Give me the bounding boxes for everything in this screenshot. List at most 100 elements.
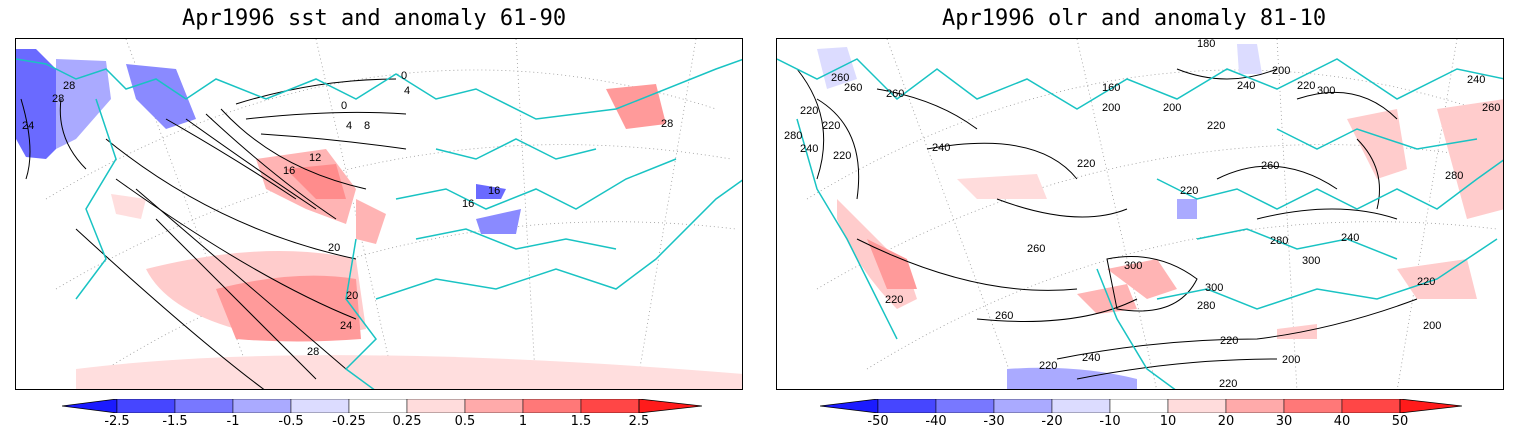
olr-colorbar-label: 20 [1217, 414, 1235, 429]
sst-label: 16 [462, 198, 474, 210]
olr-label: 280 [1197, 300, 1215, 312]
olr-label: 200 [1163, 102, 1181, 114]
sst-label: 24 [340, 320, 352, 332]
sst-label: 24 [22, 120, 34, 132]
olr-label: 220 [1219, 378, 1237, 390]
olr-label: 300 [1302, 255, 1320, 267]
olr-label: 240 [1341, 232, 1359, 244]
olr-colorbar-label: -20 [1041, 414, 1063, 429]
olr-colorbar-arrow-left [819, 398, 879, 414]
olr-contours [796, 68, 1418, 380]
sst-colorbar-label: -0.5 [278, 414, 304, 429]
olr-colorbar-label: 10 [1159, 414, 1177, 429]
olr-label: 280 [1445, 170, 1463, 182]
sst-label: 28 [307, 346, 319, 358]
olr-label: 220 [833, 150, 851, 162]
sst-colorbar-arrow-right [638, 398, 703, 414]
olr-label: 300 [1124, 260, 1142, 272]
sst-label: 28 [52, 93, 64, 105]
sst-colorbar-labels: -2.5 -1.5 -1 -0.5 -0.25 0.25 0.5 1 1.5 2… [62, 414, 702, 430]
olr-map-canvas: 260 220 260 280 220 240 220 160 200 180 … [777, 39, 1503, 390]
olr-label: 220 [1220, 335, 1238, 347]
olr-colorbar-label: 30 [1275, 414, 1293, 429]
olr-colorbar-svg [819, 398, 1463, 414]
sst-colorbar-svg [61, 398, 703, 414]
olr-label: 240 [1237, 80, 1255, 92]
sst-colorbar-label: 1.5 [570, 414, 592, 429]
olr-label: 220 [800, 105, 818, 117]
olr-colorbar-label: -30 [983, 414, 1005, 429]
olr-label: 300 [1317, 85, 1335, 97]
olr-label: 260 [995, 310, 1013, 322]
sst-colorbar-label: -1 [226, 414, 240, 429]
sst-label: 12 [309, 152, 321, 164]
sst-colorbar [61, 398, 703, 414]
olr-label: 260 [831, 72, 849, 84]
sst-label: 8 [364, 120, 370, 132]
olr-label: 240 [1467, 74, 1485, 86]
sst-colorbar-label: -0.25 [332, 414, 366, 429]
olr-label: 260 [1482, 102, 1500, 114]
olr-label: 260 [1261, 160, 1279, 172]
olr-coastlines [777, 58, 1503, 389]
olr-colorbar-label: -40 [925, 414, 947, 429]
olr-colorbar-label: -50 [867, 414, 889, 429]
olr-label: 260 [1027, 243, 1045, 255]
olr-colorbar-labels: -50 -40 -30 -20 -10 10 20 30 40 50 [820, 414, 1462, 430]
sst-contours [20, 78, 407, 389]
olr-label: 300 [1205, 282, 1223, 294]
olr-label: 240 [932, 142, 950, 154]
sst-label: 4 [346, 120, 352, 132]
sst-label: 0 [401, 70, 407, 82]
olr-label: 200 [1282, 354, 1300, 366]
sst-label: 28 [661, 118, 673, 130]
olr-label: 240 [800, 143, 818, 155]
olr-label: 200 [1102, 102, 1120, 114]
left-panel-title: Apr1996 sst and anomaly 61-90 [182, 6, 567, 31]
sst-colorbar-arrow-left [61, 398, 118, 414]
olr-label: 220 [1417, 276, 1435, 288]
olr-label: 220 [1180, 185, 1198, 197]
olr-label: 260 [886, 88, 904, 100]
olr-map: 260 220 260 280 220 240 220 160 200 180 … [776, 38, 1504, 390]
sst-label: 20 [328, 242, 340, 254]
sst-colorbar-label: 1 [518, 414, 528, 429]
olr-label: 200 [1423, 320, 1441, 332]
olr-colorbar-label: 50 [1391, 414, 1409, 429]
sst-label: 28 [63, 80, 75, 92]
olr-label: 220 [1207, 120, 1225, 132]
olr-label: 220 [1039, 360, 1057, 372]
olr-graticule [806, 39, 1498, 389]
olr-label: 260 [844, 82, 862, 94]
olr-label: 240 [1082, 352, 1100, 364]
sst-colorbar-label: 0.25 [392, 414, 422, 429]
olr-contour-labels: 260 220 260 280 220 240 220 160 200 180 … [784, 39, 1500, 390]
sst-label: 16 [488, 185, 500, 197]
right-panel-title: Apr1996 olr and anomaly 81-10 [942, 6, 1327, 31]
olr-label: 220 [1297, 80, 1315, 92]
olr-label: 280 [1270, 235, 1288, 247]
sst-colorbar-label: -2.5 [104, 414, 130, 429]
sst-colorbar-label: 2.5 [628, 414, 650, 429]
olr-colorbar [819, 398, 1463, 414]
olr-colorbar-label: 40 [1333, 414, 1351, 429]
sst-contour-labels: 28 28 24 0 4 0 4 8 12 16 16 16 20 20 24 … [22, 70, 673, 358]
olr-colorbar-label: -10 [1099, 414, 1121, 429]
sst-label: 16 [283, 165, 295, 177]
sst-label: 20 [346, 290, 358, 302]
olr-label: 280 [784, 130, 802, 142]
olr-anomaly-fills [817, 44, 1503, 389]
sst-map: 28 28 24 0 4 0 4 8 12 16 16 16 20 20 24 … [15, 38, 743, 390]
sst-map-canvas: 28 28 24 0 4 0 4 8 12 16 16 16 20 20 24 … [16, 39, 742, 389]
sst-colorbar-label: 0.5 [454, 414, 476, 429]
olr-label: 200 [1272, 65, 1290, 77]
sst-anomaly-fills [16, 49, 742, 389]
sst-coastlines [16, 58, 742, 389]
olr-label: 160 [1102, 82, 1120, 94]
olr-label: 180 [1197, 39, 1215, 50]
olr-label: 220 [1077, 158, 1095, 170]
olr-label: 220 [822, 120, 840, 132]
sst-label: 0 [341, 100, 347, 112]
olr-label: 220 [885, 294, 903, 306]
sst-label: 4 [404, 85, 410, 97]
